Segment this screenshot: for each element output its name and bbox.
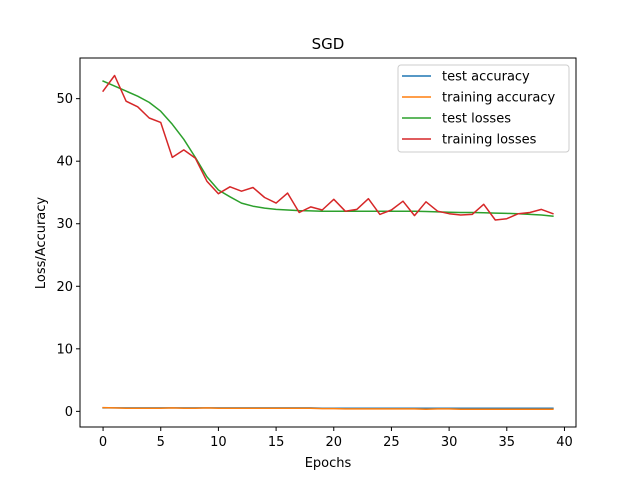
legend-box bbox=[397, 64, 570, 153]
legend-label-0: test accuracy bbox=[442, 70, 530, 85]
series-line-2 bbox=[102, 80, 554, 218]
series-line-1 bbox=[102, 406, 554, 410]
y-tick-label-2: 20 bbox=[56, 280, 73, 295]
x-tick-label-3: 15 bbox=[268, 435, 285, 450]
legend-label-1: training accuracy bbox=[442, 91, 555, 106]
x-tick-label-2: 10 bbox=[210, 435, 227, 450]
chart-title: SGD bbox=[312, 35, 345, 53]
x-tick-label-1: 5 bbox=[157, 435, 165, 450]
series-line-3 bbox=[102, 74, 554, 221]
x-tick-label-0: 0 bbox=[99, 435, 107, 450]
x-tick-label-6: 30 bbox=[441, 435, 458, 450]
x-axis-label: Epochs bbox=[305, 456, 352, 471]
plot-frame bbox=[79, 57, 577, 428]
y-tick-label-3: 30 bbox=[56, 217, 73, 232]
legend-label-3: training losses bbox=[442, 133, 537, 148]
x-tick-label-4: 20 bbox=[325, 435, 342, 450]
x-tick-label-5: 25 bbox=[383, 435, 400, 450]
y-tick-label-5: 50 bbox=[56, 92, 73, 107]
y-tick-label-4: 40 bbox=[56, 155, 73, 170]
legend-label-2: test losses bbox=[442, 112, 511, 127]
y-tick-label-0: 0 bbox=[65, 405, 73, 420]
y-tick-label-1: 10 bbox=[56, 342, 73, 357]
plot-lines bbox=[102, 74, 554, 410]
x-axis: 0 5 10 15 20 25 30 35 40 bbox=[99, 427, 573, 450]
legend: test accuracy training accuracy test losse… bbox=[397, 64, 570, 153]
y-axis-label: Loss/Accuracy bbox=[34, 197, 49, 290]
x-tick-label-7: 35 bbox=[499, 435, 516, 450]
x-tick-label-8: 40 bbox=[556, 435, 573, 450]
y-axis: 0 10 20 30 40 50 bbox=[56, 92, 80, 420]
